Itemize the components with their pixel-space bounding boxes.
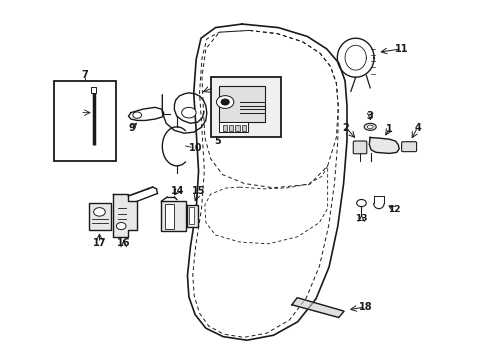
Bar bbox=[219, 86, 265, 122]
Bar bbox=[91, 87, 96, 93]
Text: 4: 4 bbox=[413, 122, 420, 132]
Bar bbox=[53, 81, 116, 161]
Text: 6: 6 bbox=[211, 82, 218, 92]
Bar bbox=[219, 122, 248, 132]
Bar bbox=[189, 207, 194, 224]
Text: 15: 15 bbox=[191, 186, 205, 196]
Bar bbox=[89, 203, 110, 230]
Bar bbox=[241, 125, 245, 131]
Text: 18: 18 bbox=[358, 302, 371, 312]
Text: 8: 8 bbox=[71, 108, 77, 117]
Bar bbox=[235, 125, 239, 131]
FancyBboxPatch shape bbox=[352, 141, 366, 154]
Bar bbox=[210, 77, 280, 138]
Circle shape bbox=[221, 99, 228, 105]
Bar bbox=[164, 204, 174, 229]
Circle shape bbox=[356, 199, 366, 207]
Text: 16: 16 bbox=[117, 238, 130, 248]
Circle shape bbox=[116, 222, 126, 230]
Bar bbox=[187, 205, 198, 227]
Bar bbox=[223, 125, 226, 131]
Text: 14: 14 bbox=[171, 186, 184, 195]
Circle shape bbox=[181, 107, 196, 118]
Ellipse shape bbox=[364, 123, 375, 130]
FancyBboxPatch shape bbox=[401, 142, 416, 152]
Text: 3: 3 bbox=[366, 111, 373, 121]
Text: 9: 9 bbox=[129, 122, 136, 132]
Text: 2: 2 bbox=[342, 122, 349, 132]
Polygon shape bbox=[368, 138, 398, 153]
Bar bbox=[161, 201, 185, 231]
Text: 10: 10 bbox=[189, 143, 203, 153]
Polygon shape bbox=[291, 298, 344, 318]
Ellipse shape bbox=[366, 125, 372, 129]
Text: 7: 7 bbox=[81, 70, 88, 80]
Circle shape bbox=[133, 112, 141, 118]
Text: 11: 11 bbox=[394, 44, 407, 54]
Text: 1: 1 bbox=[386, 123, 392, 134]
Circle shape bbox=[94, 208, 105, 216]
Text: 12: 12 bbox=[387, 204, 400, 213]
Text: 17: 17 bbox=[93, 238, 106, 248]
Polygon shape bbox=[113, 194, 137, 237]
Circle shape bbox=[216, 96, 233, 108]
Bar bbox=[228, 125, 233, 131]
Text: 13: 13 bbox=[354, 215, 367, 224]
Text: 5: 5 bbox=[214, 136, 221, 146]
